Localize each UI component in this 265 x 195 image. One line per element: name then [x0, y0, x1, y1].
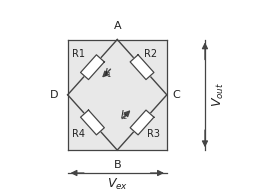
Text: R3: R3	[147, 129, 160, 139]
Polygon shape	[81, 55, 104, 80]
Text: $V_{ex}$: $V_{ex}$	[107, 177, 128, 192]
Polygon shape	[130, 110, 154, 135]
Text: A: A	[113, 21, 121, 31]
Text: R1: R1	[72, 49, 85, 59]
Text: D: D	[50, 90, 59, 100]
Text: $I_2$: $I_2$	[120, 108, 128, 122]
Text: $V_{out}$: $V_{out}$	[211, 82, 226, 107]
Text: $I_1$: $I_1$	[104, 66, 113, 80]
Text: R4: R4	[72, 129, 85, 139]
Polygon shape	[81, 110, 104, 135]
Polygon shape	[130, 55, 154, 80]
Text: B: B	[113, 160, 121, 170]
Text: R2: R2	[144, 49, 157, 59]
Polygon shape	[68, 40, 167, 150]
Text: C: C	[173, 90, 180, 100]
